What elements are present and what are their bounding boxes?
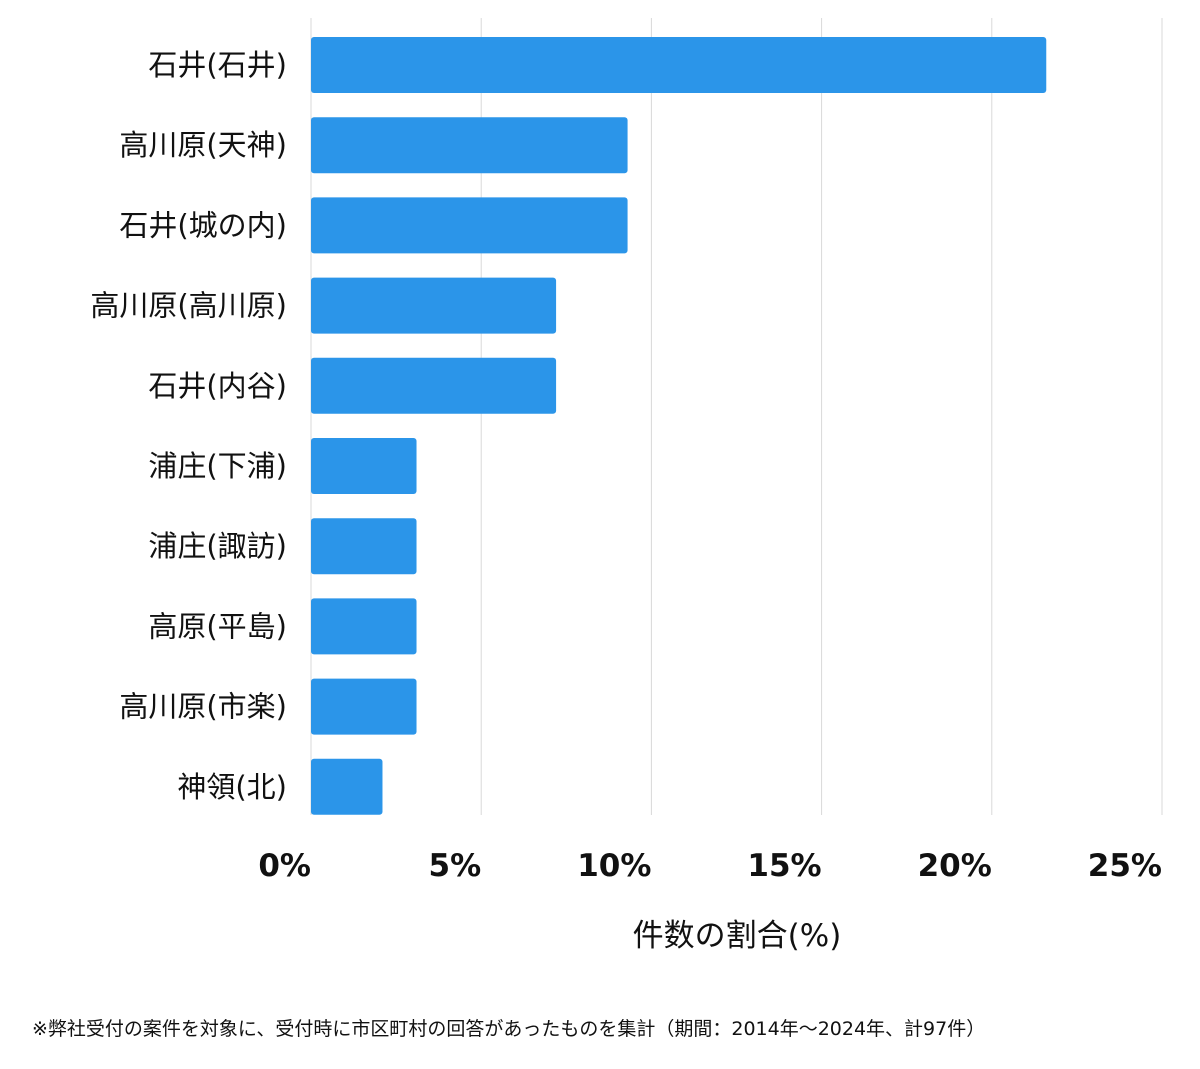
footnote: ※弊社受付の案件を対象に、受付時に市区町村の回答があったものを集計（期間：201… (32, 1018, 986, 1040)
x-tick-label: 25% (1088, 848, 1162, 884)
category-label: 浦庄(下浦) (148, 449, 287, 483)
x-tick-label: 5% (429, 848, 482, 884)
x-tick-labels: 0% 5% 10% 15% 20% 25% (258, 848, 1162, 884)
bar (311, 598, 417, 655)
bar (311, 37, 1047, 93)
bar (311, 438, 417, 494)
bar (311, 197, 628, 254)
category-label: 神領(北) (177, 770, 287, 804)
bars (311, 37, 1047, 815)
category-label: 高原(平島) (148, 609, 287, 643)
category-label: 石井(内谷) (148, 369, 287, 403)
category-label: 高川原(天神) (119, 128, 287, 162)
bar (311, 758, 383, 815)
category-label: 石井(石井) (148, 48, 287, 82)
x-tick-label: 20% (918, 848, 992, 884)
bar (311, 518, 417, 575)
x-tick-label: 15% (747, 848, 821, 884)
bar (311, 117, 628, 174)
category-label: 高川原(高川原) (90, 289, 287, 323)
x-tick-label: 0% (258, 848, 311, 884)
category-label: 石井(城の内) (119, 208, 287, 242)
x-tick-label: 10% (577, 848, 651, 884)
category-labels: 石井(石井) 高川原(天神) 石井(城の内) 高川原(高川原) 石井(内谷) 浦庄(下浦)… (90, 48, 287, 804)
category-label: 高川原(市楽) (119, 690, 287, 724)
bar (311, 678, 417, 735)
category-label: 浦庄(諏訪) (148, 529, 287, 563)
bar (311, 357, 557, 414)
x-axis-title: 件数の割合(%) (633, 918, 842, 954)
bar (311, 277, 557, 334)
bar-chart: 石井(石井) 高川原(天神) 石井(城の内) 高川原(高川原) 石井(内谷) 浦庄(下浦)… (90, 18, 1163, 954)
